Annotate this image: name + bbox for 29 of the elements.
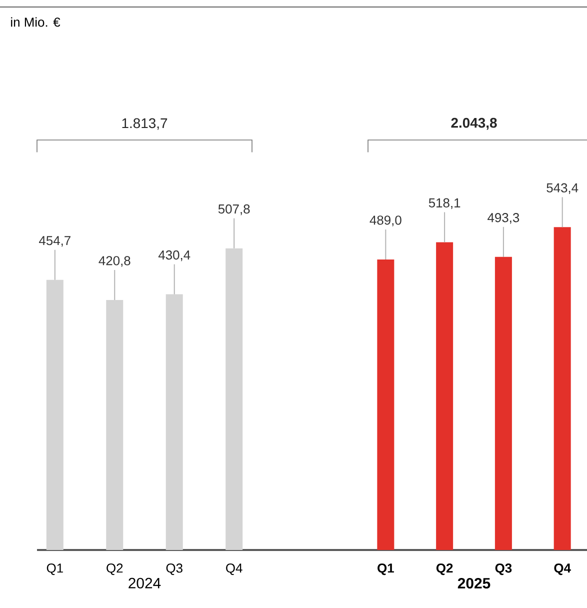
x-tick-label: Q2 [436, 564, 453, 576]
data-label: 518,1 [428, 198, 460, 209]
data-label: 493,3 [488, 213, 520, 224]
data-label: 507,8 [218, 204, 250, 216]
text: 1.813,7 [122, 118, 168, 130]
x-tick-label: Q2 [106, 564, 123, 576]
x-tick-label: Q3 [495, 564, 512, 576]
text: 2.043,8 [451, 118, 497, 130]
data-label: 430,4 [158, 250, 190, 262]
bar [494, 256, 512, 550]
bar [554, 227, 571, 550]
x-tick-label: Q4 [226, 564, 242, 576]
bar [46, 280, 64, 550]
data-label: 489,0 [370, 216, 402, 226]
data-label: 454,7 [39, 236, 70, 247]
x-tick-label: Q1 [46, 564, 63, 576]
x-axis-title: 2025 [458, 578, 490, 589]
data-label: 420,8 [98, 256, 130, 267]
x-tick-label: Q4 [554, 564, 571, 576]
x-axis-title: 2024 [128, 578, 161, 588]
bar [106, 300, 124, 550]
bar [226, 248, 243, 550]
data-label: 543,4 [546, 183, 578, 194]
chart-title: in Mio. € [11, 17, 60, 27]
x-tick-label: Q1 [378, 564, 394, 576]
x-tick-label: Q3 [166, 564, 182, 576]
bar [377, 259, 394, 550]
bar [166, 294, 183, 550]
bar [436, 242, 454, 550]
